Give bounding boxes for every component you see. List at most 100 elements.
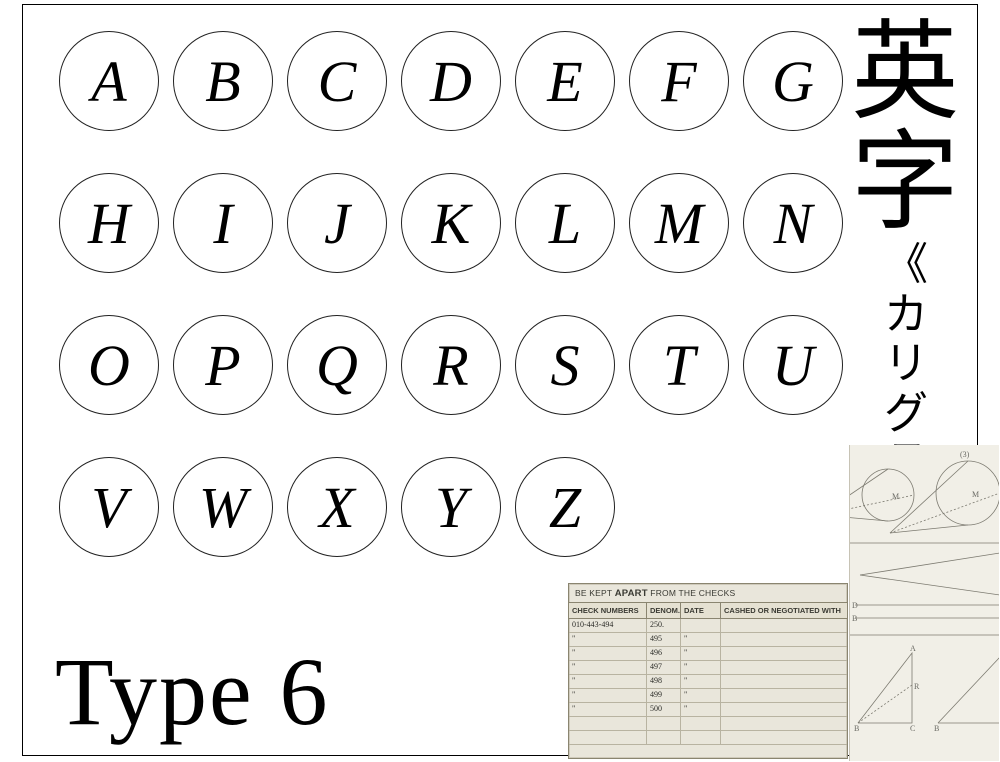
- ledger-cell: ": [681, 647, 721, 660]
- alpha-row-2: H I J K L M N: [59, 173, 849, 273]
- svg-text:D: D: [852, 601, 858, 610]
- ledger-cell: [681, 731, 721, 744]
- ledger-cell: ": [569, 647, 647, 660]
- ledger-cell: 495: [647, 633, 681, 646]
- letter-circle: V: [59, 457, 159, 557]
- ledger-row: " 497 ": [569, 661, 847, 675]
- ledger-row: " 499 ": [569, 689, 847, 703]
- ledger-cell: [721, 619, 847, 632]
- letter-circle: U: [743, 315, 843, 415]
- alpha-row-4: V W X Y Z: [59, 457, 849, 557]
- ledger-cell: ": [569, 689, 647, 702]
- letter-circle: O: [59, 315, 159, 415]
- svg-text:B: B: [854, 724, 859, 733]
- geom-fig-label: (3): [960, 450, 970, 459]
- vlabel-sub-char: リ: [884, 340, 926, 388]
- ledger-cell: ": [681, 633, 721, 646]
- svg-text:B: B: [852, 614, 857, 623]
- ledger-cell: 500: [647, 703, 681, 716]
- ledger-cell: [569, 717, 647, 730]
- ledger-cell: [647, 717, 681, 730]
- ledger-cell: [721, 647, 847, 660]
- ledger-col-checknum: CHECK NUMBERS: [569, 603, 647, 618]
- letter-circle: Y: [401, 457, 501, 557]
- letter-circle: G: [743, 31, 843, 131]
- ledger-cell: 499: [647, 689, 681, 702]
- ledger-cell: ": [569, 703, 647, 716]
- ledger-cell: ": [681, 661, 721, 674]
- ledger-card: BE KEPT APART FROM THE CHECKS CHECK NUMB…: [568, 583, 848, 759]
- ledger-cell: ": [569, 675, 647, 688]
- ledger-cell: ": [569, 633, 647, 646]
- svg-text:M: M: [972, 490, 979, 499]
- svg-text:A: A: [910, 644, 916, 653]
- letter-circle: A: [59, 31, 159, 131]
- letter-circle: E: [515, 31, 615, 131]
- geometry-svg: (3) M M D B A B C R B: [850, 445, 999, 761]
- letter-circle: P: [173, 315, 273, 415]
- letter-circle: D: [401, 31, 501, 131]
- letter-circle: C: [287, 31, 387, 131]
- ledger-cell: [721, 717, 847, 730]
- ledger-cell: [721, 633, 847, 646]
- ledger-cell: ": [569, 661, 647, 674]
- letter-circle: M: [629, 173, 729, 273]
- ledger-row: " 498 ": [569, 675, 847, 689]
- letter-circle: L: [515, 173, 615, 273]
- ledger-cell: [681, 619, 721, 632]
- ledger-cell: 010-443-494: [569, 619, 647, 632]
- ledger-row: " 496 ": [569, 647, 847, 661]
- ledger-row: [569, 731, 847, 745]
- vlabel-char: 字: [851, 129, 959, 239]
- ledger-cell: ": [681, 703, 721, 716]
- svg-text:R: R: [914, 682, 920, 691]
- ledger-row: " 500 ": [569, 703, 847, 717]
- letter-circle: F: [629, 31, 729, 131]
- vlabel-sub-char: グ: [884, 390, 926, 438]
- ledger-cell: [721, 689, 847, 702]
- vlabel-sub-char: カ: [884, 291, 926, 339]
- type-label: Type 6: [55, 636, 330, 747]
- ledger-cell: 496: [647, 647, 681, 660]
- ledger-cell: [721, 675, 847, 688]
- letter-circle: W: [173, 457, 273, 557]
- ledger-cell: [721, 731, 847, 744]
- svg-text:C: C: [910, 724, 915, 733]
- letter-circle: H: [59, 173, 159, 273]
- ledger-column-headers: CHECK NUMBERS DENOM. DATE CASHED OR NEGO…: [569, 603, 847, 619]
- letter-circle: J: [287, 173, 387, 273]
- letter-circle: Z: [515, 457, 615, 557]
- ledger-header-bold: APART: [615, 588, 648, 599]
- ledger-cell: [721, 703, 847, 716]
- letter-circle: R: [401, 315, 501, 415]
- alpha-row-3: O P Q R S T U: [59, 315, 849, 415]
- ledger-cell: 498: [647, 675, 681, 688]
- ledger-col-denom: DENOM.: [647, 603, 681, 618]
- alphabet-grid: A B C D E F G H I J K L M N O P Q R S T …: [59, 31, 849, 599]
- svg-text:M: M: [892, 492, 899, 501]
- ledger-cell: ": [681, 675, 721, 688]
- ledger-col-cashed: CASHED OR NEGOTIATED WITH: [721, 603, 847, 618]
- ledger-header-pre: BE KEPT: [575, 588, 615, 598]
- ledger-row: " 495 ": [569, 633, 847, 647]
- letter-circle: Q: [287, 315, 387, 415]
- letter-circle: K: [401, 173, 501, 273]
- ledger-cell: [681, 717, 721, 730]
- geometry-sheet: (3) M M D B A B C R B: [849, 445, 999, 761]
- alpha-row-1: A B C D E F G: [59, 31, 849, 131]
- ledger-cell: 497: [647, 661, 681, 674]
- ledger-cell: [647, 731, 681, 744]
- ledger-header: BE KEPT APART FROM THE CHECKS: [569, 584, 847, 603]
- ledger-col-date: DATE: [681, 603, 721, 618]
- ledger-row: 010-443-494 250.: [569, 619, 847, 633]
- ledger-cell: [721, 661, 847, 674]
- ledger-header-post: FROM THE CHECKS: [648, 588, 736, 598]
- ledger-cell: ": [681, 689, 721, 702]
- vlabel-char: 英: [851, 19, 959, 129]
- letter-circle: N: [743, 173, 843, 273]
- letter-circle: B: [173, 31, 273, 131]
- ledger-row: [569, 717, 847, 731]
- letter-circle: S: [515, 315, 615, 415]
- ledger-cell: 250.: [647, 619, 681, 632]
- ledger-cell: [569, 731, 647, 744]
